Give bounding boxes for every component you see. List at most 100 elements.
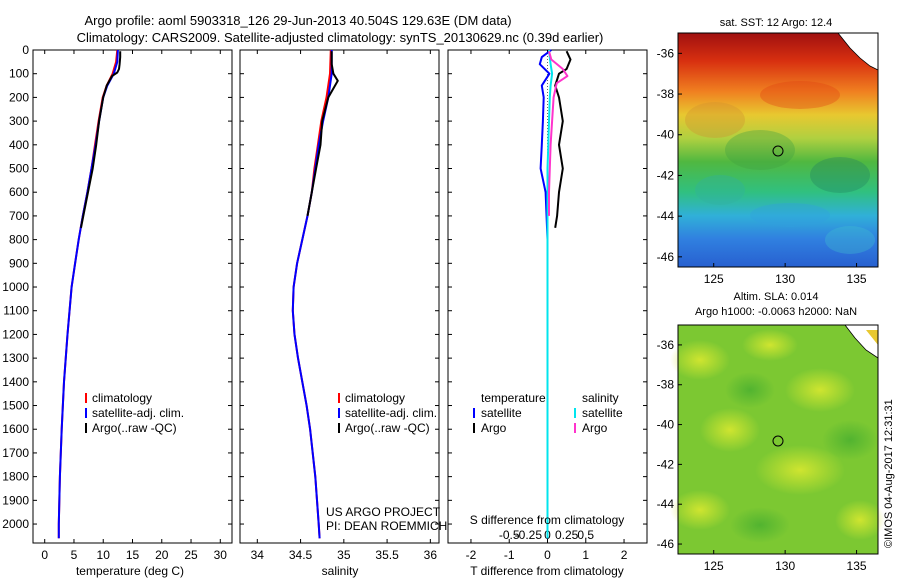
lon-tick-label: 135	[847, 559, 867, 573]
sla-map-frame	[677, 324, 879, 555]
x-tick-label: 35.5	[375, 548, 399, 562]
depth-tick-label: 800	[9, 233, 29, 247]
lat-tick-label: -44	[657, 497, 675, 511]
imos-stamp: ©IMOS 04-Aug-2017 12:31:31	[883, 399, 895, 548]
depth-tick-label: 1000	[2, 280, 29, 294]
depth-tick-label: 1300	[2, 351, 29, 365]
temperature-xlabel: temperature (deg C)	[76, 564, 184, 578]
sla-map-title: Altim. SLA: 0.014	[734, 291, 819, 303]
depth-tick-label: 1100	[3, 304, 29, 318]
x-tick-label: 25	[184, 548, 198, 562]
x-tick-label: 34.5	[289, 548, 313, 562]
x-tick-label: 34	[251, 548, 265, 562]
s-tick-label: -0.25	[515, 528, 543, 542]
depth-tick-label: 0	[22, 43, 29, 57]
series-line-climatology	[57, 49, 119, 539]
depth-tick-label: 1700	[2, 446, 29, 460]
legend-label-argo: Argo(..raw -QC)	[92, 421, 177, 435]
legend-label-t-argo: Argo	[481, 421, 507, 435]
sla-argo-marker	[772, 435, 784, 447]
difference-legend: temperature satellite Argo salinity sate…	[473, 391, 623, 435]
lat-tick-label: -42	[657, 168, 675, 182]
depth-tick-label: 500	[9, 162, 29, 176]
title-line-1: Argo profile: aoml 5903318_126 29-Jun-20…	[84, 13, 511, 28]
project-annotation: US ARGO PROJECT	[326, 505, 441, 519]
x-tick-label: 10	[97, 548, 111, 562]
x-tick-label: 1	[582, 548, 589, 562]
x-tick-label: 0	[41, 548, 48, 562]
depth-tick-label: 1400	[2, 375, 29, 389]
s-tick-label: -0.5	[499, 528, 520, 542]
salinity-panel-frame	[239, 49, 440, 544]
lat-tick-label: -36	[657, 338, 675, 352]
depth-tick-label: 200	[9, 90, 29, 104]
depth-tick-label: 2000	[2, 517, 29, 531]
sst-map-title: sat. SST: 12 Argo: 12.4	[720, 17, 833, 29]
series-line-satellite-adj-clim	[57, 49, 119, 539]
sst-map	[677, 32, 879, 268]
lon-tick-label: 125	[704, 559, 724, 573]
lat-tick-label: -38	[657, 87, 675, 101]
x-tick-label: -2	[466, 548, 477, 562]
legend-label-t-satellite: satellite	[481, 406, 522, 420]
salinity-axes: 34 34.5 35 35.5 36	[240, 49, 439, 562]
legend-label-s-argo: Argo	[582, 421, 608, 435]
x-tick-label: 30	[214, 548, 228, 562]
depth-tick-label: 1900	[2, 493, 29, 507]
pi-annotation: PI: DEAN ROEMMICH	[326, 519, 447, 533]
lat-tick-label: -44	[657, 209, 675, 223]
temperature-lines	[57, 49, 122, 539]
x-tick-label: 15	[126, 548, 140, 562]
series-line-satellite-adj-clim	[291, 50, 333, 539]
difference-xlabel: T difference from climatology	[470, 564, 624, 578]
lat-tick-label: -40	[657, 418, 675, 432]
x-tick-label: 35	[337, 548, 351, 562]
depth-tick-label: 300	[9, 114, 29, 128]
lat-tick-label: -40	[657, 128, 675, 142]
legend-label-argo: Argo(..raw -QC)	[345, 421, 430, 435]
series-line-argo-raw-qc	[80, 51, 122, 228]
x-tick-label: 0	[544, 548, 551, 562]
x-tick-label: 2	[621, 548, 628, 562]
lat-tick-label: -46	[657, 537, 675, 551]
series-line-salinity-satellite	[546, 49, 554, 539]
sla-map	[670, 324, 885, 555]
temperature-legend: climatology satellite-adj. clim. Argo(..…	[85, 391, 184, 435]
series-line-salinity-argo	[548, 50, 569, 216]
temperature-axes: 0100200300400500600700800900100011001200…	[2, 43, 232, 562]
series-line-climatology	[291, 49, 332, 539]
series-line-argo-raw-qc	[306, 51, 339, 217]
depth-tick-label: 1500	[2, 399, 29, 413]
s-tick-label: 0.5	[577, 528, 594, 542]
depth-tick-label: 1800	[2, 470, 29, 484]
lon-tick-label: 130	[775, 272, 795, 286]
salinity-lines	[291, 49, 339, 539]
lon-tick-label: 135	[847, 272, 867, 286]
legend-label-satellite: satellite-adj. clim.	[345, 406, 437, 420]
sst-map-ticks: 125 130 135 -36 -38 -40 -42 -44 -46	[657, 46, 867, 286]
depth-tick-label: 100	[9, 67, 29, 81]
series-line-temperature-argo	[554, 50, 572, 228]
sst-field	[678, 33, 878, 267]
difference-lines	[538, 49, 572, 539]
x-tick-label: 20	[155, 548, 169, 562]
lon-tick-label: 125	[704, 272, 724, 286]
difference-top-xlabel: S difference from climatology	[470, 513, 625, 527]
title-line-2: Climatology: CARS2009. Satellite-adjuste…	[77, 30, 604, 45]
x-tick-label: 5	[71, 548, 78, 562]
depth-tick-label: 1200	[2, 327, 29, 341]
x-tick-label: 36	[424, 548, 438, 562]
depth-tick-label: 400	[9, 138, 29, 152]
sla-map-subtitle: Argo h1000: -0.0063 h2000: NaN	[695, 306, 857, 318]
lon-tick-label: 130	[775, 559, 795, 573]
sla-coast-band	[866, 330, 878, 345]
x-tick-label: -1	[504, 548, 515, 562]
lat-tick-label: -36	[657, 46, 675, 60]
depth-tick-label: 600	[9, 185, 29, 199]
salinity-legend: climatology satellite-adj. clim. Argo(..…	[326, 391, 447, 533]
salinity-xlabel: salinity	[322, 564, 359, 578]
temperature-panel-frame	[32, 49, 233, 544]
depth-tick-label: 900	[9, 256, 29, 270]
legend-label-climatology: climatology	[345, 391, 405, 405]
